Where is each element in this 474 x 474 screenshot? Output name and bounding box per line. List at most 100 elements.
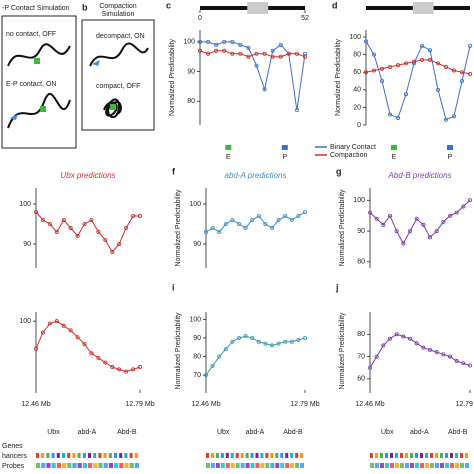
enhancer-block	[445, 453, 448, 458]
enhancer-block	[206, 453, 209, 458]
gene-label: Ubx	[381, 429, 394, 436]
probe-block	[400, 463, 404, 468]
series-line	[205, 211, 306, 233]
data-point	[230, 39, 235, 44]
y-tick-label: 90	[23, 241, 31, 248]
probe-block	[250, 463, 255, 468]
enhancer-block	[465, 453, 468, 458]
enhancer-block	[41, 453, 45, 458]
probe-block	[108, 463, 113, 468]
enhancer-block	[51, 453, 55, 458]
series-line	[369, 333, 471, 368]
data-point	[419, 43, 424, 48]
gene-label: Abd-B	[117, 429, 137, 436]
panel-label: f	[172, 166, 176, 176]
probe-block	[88, 463, 93, 468]
data-point	[82, 342, 87, 347]
data-point	[414, 341, 419, 346]
annotation: E	[226, 154, 231, 161]
data-point	[124, 369, 129, 374]
data-point	[262, 51, 267, 56]
data-point	[421, 345, 426, 350]
data-point	[223, 221, 228, 226]
enhancer-block	[380, 453, 383, 458]
data-point	[89, 351, 94, 356]
data-point	[443, 64, 448, 69]
probe-block	[114, 463, 119, 468]
chromatin	[7, 93, 71, 129]
chromatin	[103, 98, 122, 118]
x-tick-label: 12.79 Mb	[455, 401, 474, 408]
probe-block	[390, 463, 394, 468]
y-tick-label: 60	[353, 69, 361, 76]
data-point	[459, 70, 464, 75]
data-point	[443, 117, 448, 122]
window	[412, 2, 434, 14]
data-point	[441, 219, 446, 224]
data-point	[394, 332, 399, 337]
probe-block	[77, 463, 82, 468]
enhancer-block	[245, 453, 249, 458]
data-point	[387, 64, 392, 69]
annotation-mark	[447, 145, 453, 150]
panel-b-title: Simulation	[102, 11, 135, 18]
y-tick-label: 80	[193, 353, 201, 360]
data-point	[230, 51, 235, 56]
data-point	[302, 335, 307, 340]
probe-block	[93, 463, 98, 468]
data-point	[40, 330, 45, 335]
data-point	[294, 51, 299, 56]
data-point	[246, 45, 251, 50]
gene-label: Abd-B	[283, 429, 303, 436]
y-tick-label: 80	[357, 259, 365, 266]
probe-block	[240, 463, 245, 468]
data-point	[459, 79, 464, 84]
data-point	[222, 39, 227, 44]
enhancer-block	[72, 453, 76, 458]
probe-block	[235, 463, 240, 468]
probe-block	[67, 463, 72, 468]
enhancer-block	[270, 453, 274, 458]
data-point	[223, 347, 228, 352]
enhancer-block	[300, 453, 304, 458]
data-point	[243, 225, 248, 230]
data-point	[210, 363, 215, 368]
enhancer-icon	[110, 104, 116, 110]
data-point	[75, 335, 80, 340]
data-point	[278, 42, 283, 47]
data-point	[54, 229, 59, 234]
probe-block	[206, 463, 210, 468]
data-point	[379, 66, 384, 71]
chart-title: abd-A predictions	[225, 171, 287, 180]
data-point	[419, 57, 424, 62]
enhancer-block	[114, 453, 117, 458]
data-point	[421, 222, 426, 227]
data-point	[434, 229, 439, 234]
data-point	[435, 61, 440, 66]
y-axis-label: Normalized Predictability	[169, 38, 176, 116]
data-point	[75, 233, 80, 238]
data-point	[250, 217, 255, 222]
data-point	[197, 39, 202, 44]
probe-block	[210, 463, 215, 468]
data-point	[289, 339, 294, 344]
enhancer-block	[36, 453, 39, 458]
data-point	[395, 63, 400, 68]
data-point	[34, 209, 39, 214]
y-tick-label: 100	[19, 201, 31, 208]
data-point	[283, 213, 288, 218]
enhancer-block	[134, 453, 138, 458]
data-point	[214, 42, 219, 47]
probe-block	[465, 463, 469, 468]
enhancer-block	[290, 453, 294, 458]
track-label: Genes	[2, 443, 23, 450]
probe-block	[445, 463, 449, 468]
x-tick-label: 0	[198, 15, 202, 22]
data-point	[103, 237, 108, 242]
data-point	[254, 63, 259, 68]
data-point	[302, 209, 307, 214]
data-point	[263, 221, 268, 226]
data-point	[427, 57, 432, 62]
probe-block	[285, 463, 290, 468]
probe-block	[370, 463, 374, 468]
